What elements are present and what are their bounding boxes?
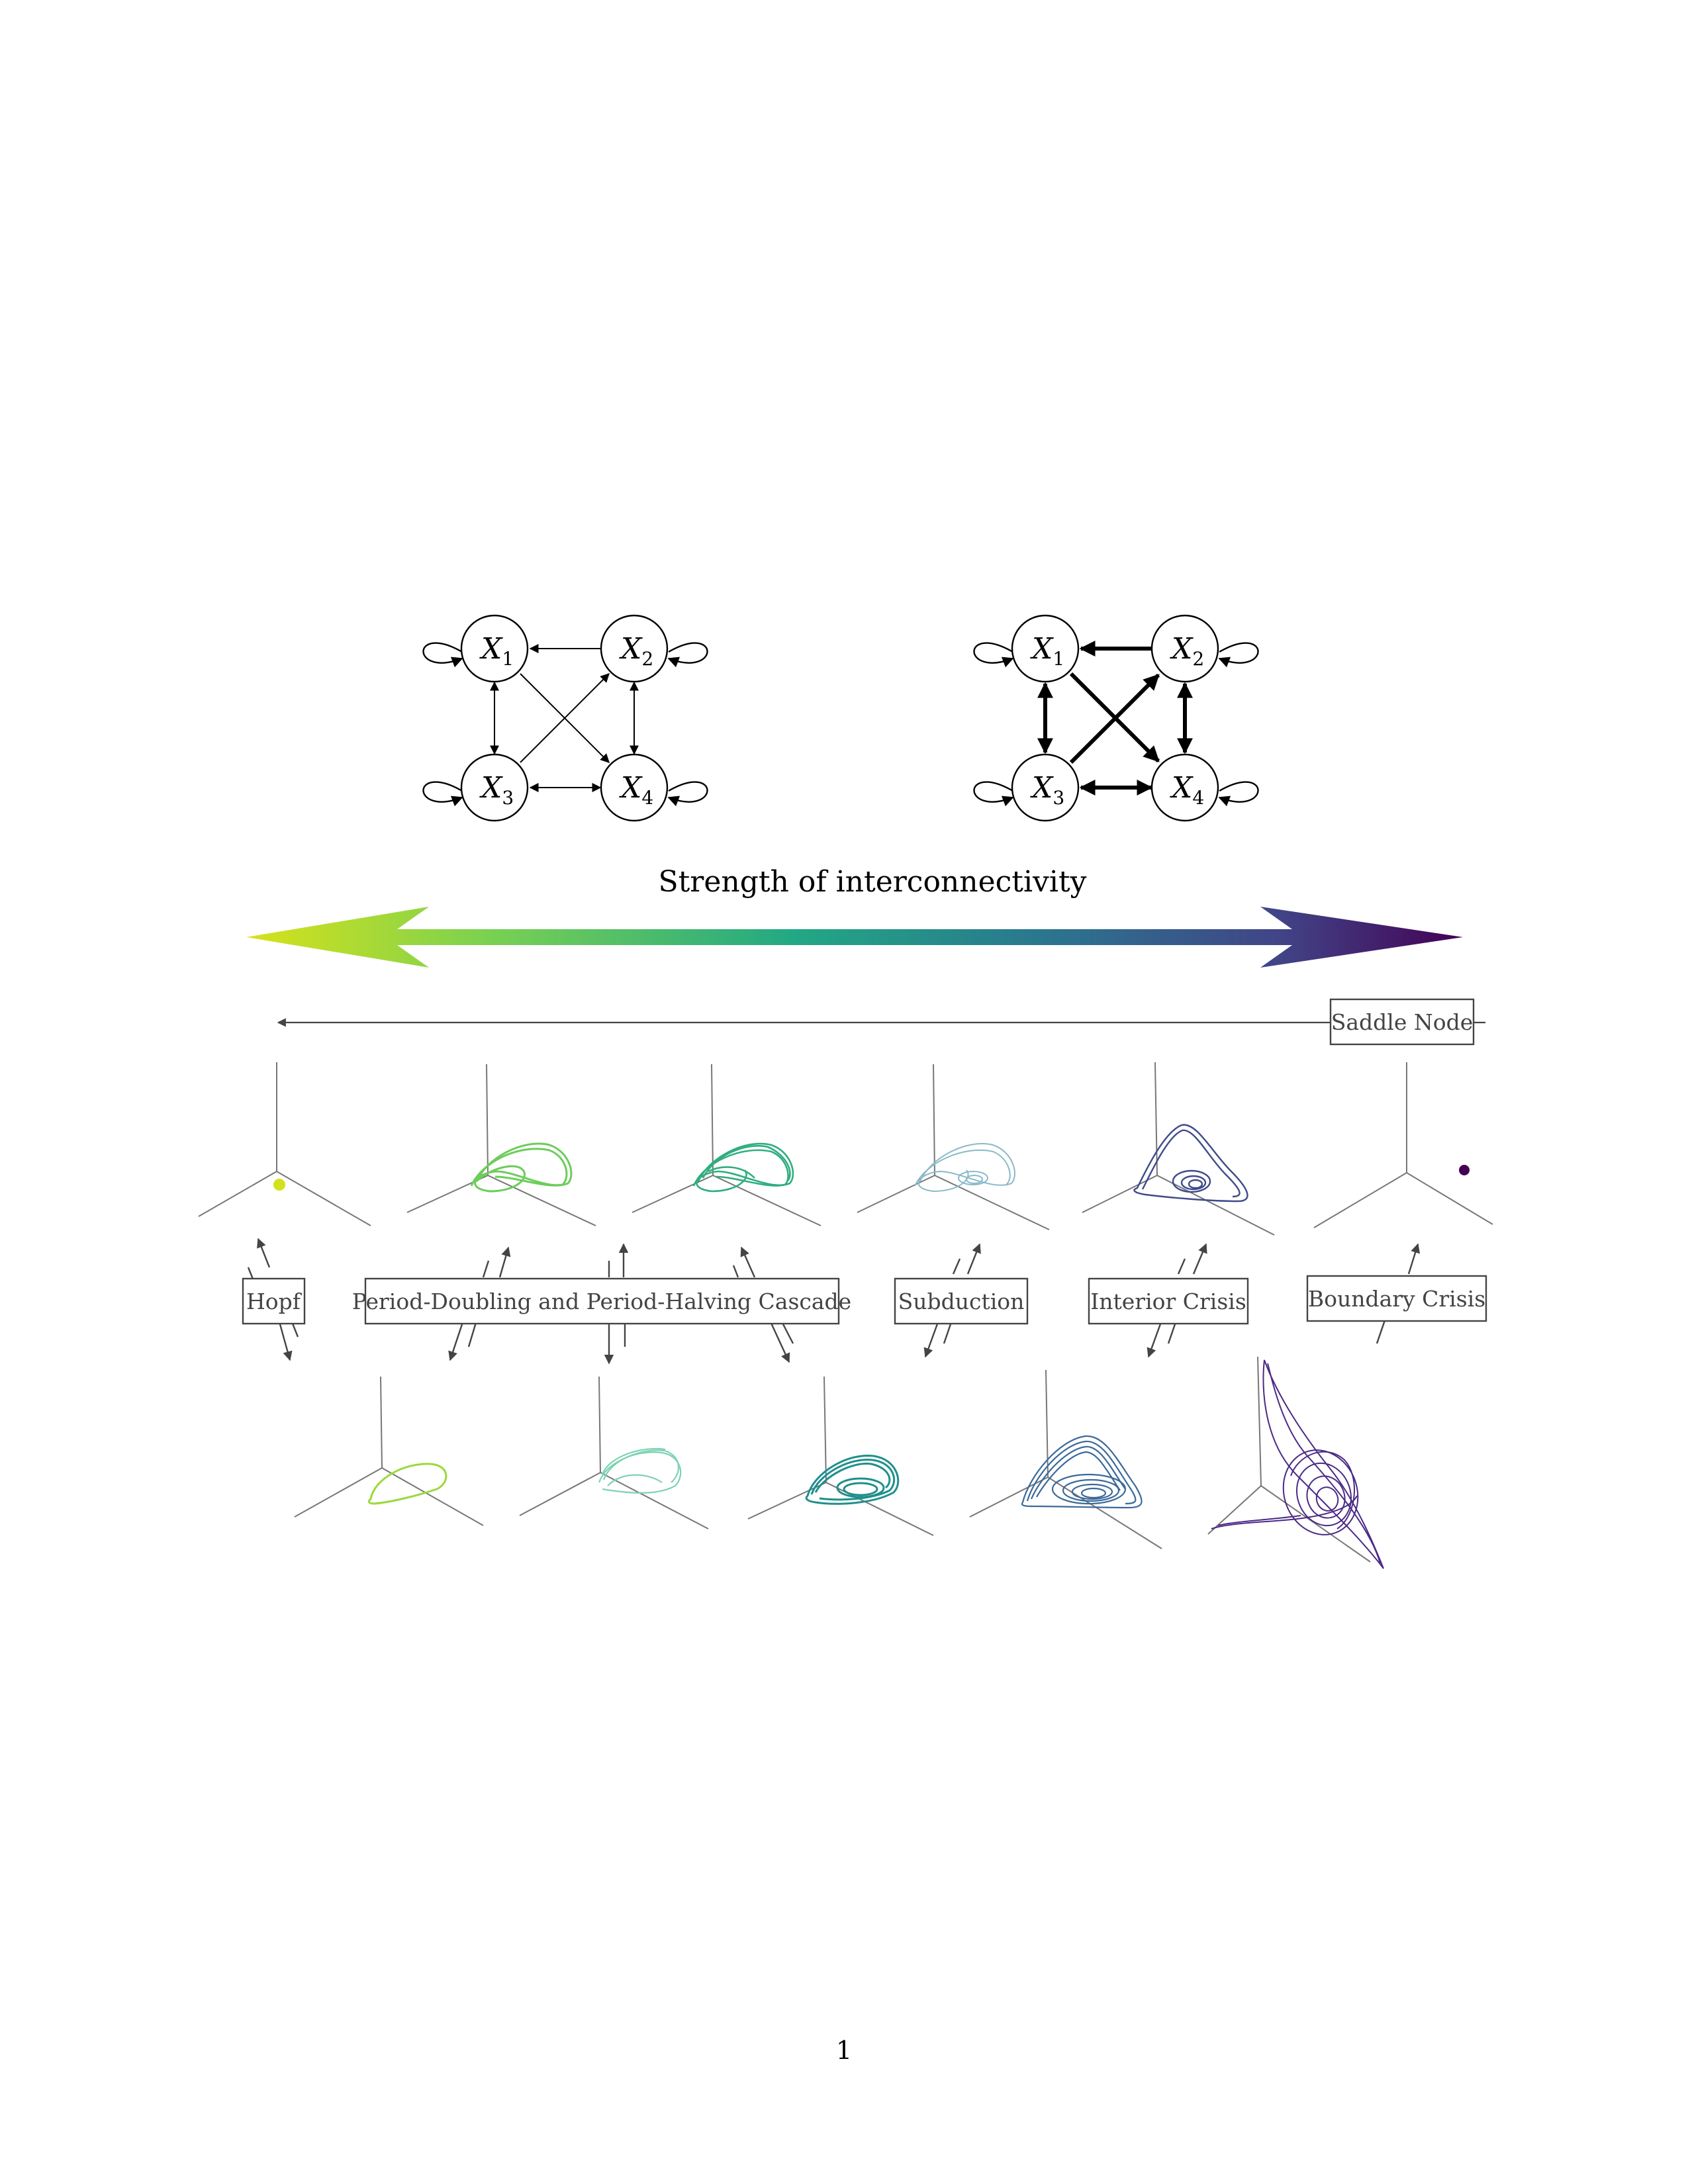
saddle-node-label: Saddle Node [1331, 1009, 1474, 1035]
strength-label: Strength of interconnectivity [658, 865, 1086, 899]
node-x4-name: X [619, 771, 643, 805]
node-x2-strong-name: X [1170, 632, 1194, 666]
self-loop-x2-strong [1218, 642, 1259, 668]
period-doubling-label: Period-Doubling and Period-Halving Casca… [352, 1289, 851, 1314]
attractor-panel-bottom-5 [1207, 1356, 1384, 1569]
self-loop-x1 [422, 642, 463, 668]
attractor-panel-top-3 [632, 1064, 821, 1226]
node-x1: X1 [460, 614, 529, 683]
node-x2: X2 [600, 614, 669, 683]
node-x2-name: X [619, 632, 643, 666]
svg-text:X4: X4 [1170, 771, 1204, 809]
edge-x3-x2-strong [1069, 673, 1160, 764]
node-x3-sub: 3 [502, 787, 514, 809]
period-doubling-transition: Period-Doubling and Period-Halving Casca… [352, 1243, 851, 1365]
node-x1-strong-name: X [1030, 632, 1054, 666]
attractor-row-bottom [294, 1356, 1384, 1569]
self-loop-x4 [667, 781, 708, 807]
attractor-panel-bottom-3 [747, 1376, 934, 1536]
strength-gradient-arrow [246, 907, 1463, 968]
node-x1-sub: 1 [502, 648, 514, 670]
node-x1-strong: X1 [1011, 614, 1080, 683]
attractor-panel-bottom-2 [519, 1376, 709, 1529]
network-weak: X1 X2 X3 X4 [422, 614, 708, 822]
boundary-crisis-transition: Boundary Crisis [1306, 1243, 1487, 1344]
attractor-row-top [198, 1062, 1493, 1236]
page-number: 1 [835, 2036, 853, 2065]
attractor-panel-top-1 [198, 1062, 371, 1226]
attractor-panel-top-6 [1313, 1062, 1493, 1228]
attractor-panel-bottom-1 [294, 1376, 484, 1526]
svg-text:X2: X2 [1170, 632, 1204, 670]
interior-crisis-transition: Interior Crisis [1088, 1243, 1249, 1358]
network-strong: X1 X2 X3 X4 [973, 614, 1259, 822]
node-x4: X4 [600, 753, 669, 822]
node-x2-strong: X2 [1150, 614, 1219, 683]
fixed-point-green [273, 1179, 285, 1191]
attractor-panel-bottom-4 [969, 1369, 1162, 1549]
node-x3-strong: X3 [1011, 753, 1080, 822]
svg-text:X4: X4 [619, 771, 653, 809]
node-x3-strong-name: X [1030, 771, 1054, 805]
svg-text:X3: X3 [1030, 771, 1064, 809]
subduction-label: Subduction [898, 1289, 1025, 1314]
svg-text:X3: X3 [479, 771, 514, 809]
hopf-label: Hopf [246, 1289, 303, 1314]
interior-crisis-label: Interior Crisis [1090, 1289, 1246, 1314]
saddle-node-transition: Saddle Node [277, 998, 1485, 1046]
node-x4-strong-sub: 4 [1192, 787, 1204, 809]
svg-text:X1: X1 [1030, 632, 1064, 670]
self-loop-x4-strong [1218, 781, 1259, 807]
svg-text:X2: X2 [619, 632, 653, 670]
boundary-crisis-label: Boundary Crisis [1308, 1286, 1485, 1312]
node-x3: X3 [460, 753, 529, 822]
self-loop-x1-strong [973, 642, 1014, 668]
self-loop-x2 [667, 642, 708, 668]
node-x3-strong-sub: 3 [1053, 787, 1064, 809]
node-x2-sub: 2 [641, 648, 653, 670]
svg-text:X1: X1 [479, 632, 514, 670]
attractor-panel-top-4 [857, 1064, 1050, 1230]
hopf-transition: Hopf [242, 1238, 306, 1361]
subduction-transition: Subduction [894, 1243, 1029, 1358]
node-x4-sub: 4 [641, 787, 653, 809]
node-x1-name: X [479, 632, 503, 666]
node-x4-strong: X4 [1150, 753, 1219, 822]
attractor-panel-top-2 [406, 1064, 596, 1226]
node-x4-strong-name: X [1170, 771, 1194, 805]
fixed-point-purple [1459, 1165, 1470, 1175]
node-x1-strong-sub: 1 [1053, 648, 1064, 670]
attractor-panel-top-5 [1082, 1062, 1275, 1236]
node-x3-name: X [479, 771, 503, 805]
edge-x3-x2 [520, 673, 610, 763]
node-x2-strong-sub: 2 [1192, 648, 1204, 670]
bifurcation-labels: Hopf Period-Doubling and Period-Halving … [242, 1238, 1487, 1365]
self-loop-x3 [422, 781, 463, 807]
self-loop-x3-strong [973, 781, 1014, 807]
